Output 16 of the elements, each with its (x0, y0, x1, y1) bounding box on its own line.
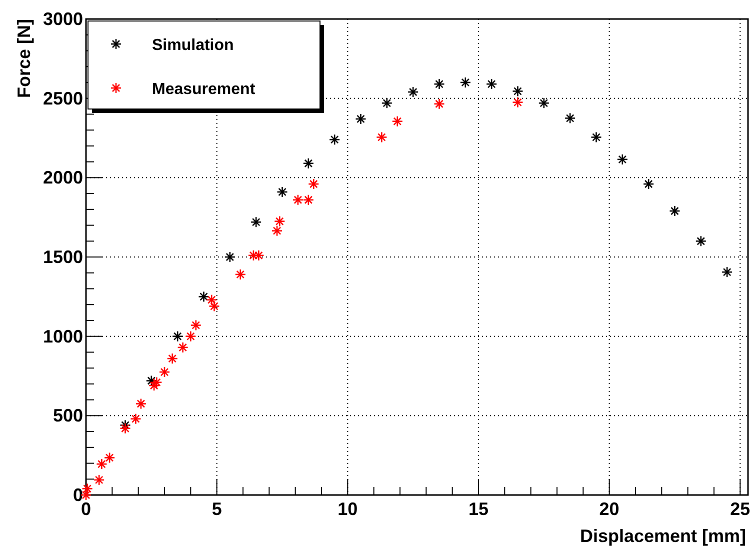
legend-label: Simulation (152, 37, 234, 54)
x-tick-label: 5 (212, 499, 222, 519)
x-tick-label: 20 (599, 499, 620, 519)
y-tick-label: 500 (52, 406, 83, 426)
y-tick-label: 1000 (42, 326, 83, 346)
legend-label: Measurement (152, 81, 256, 98)
y-tick-label: 3000 (42, 9, 83, 29)
y-tick-label: 2500 (42, 88, 83, 108)
x-axis-title: Displacement [mm] (580, 526, 746, 546)
y-tick-label: 2000 (42, 168, 83, 188)
x-tick-label: 10 (338, 499, 358, 519)
y-axis-title: Force [N] (14, 19, 34, 98)
y-tick-label: 1500 (42, 247, 83, 267)
x-tick-label: 25 (730, 499, 750, 519)
x-tick-label: 15 (468, 499, 489, 519)
y-tick-label: 0 (72, 485, 83, 505)
